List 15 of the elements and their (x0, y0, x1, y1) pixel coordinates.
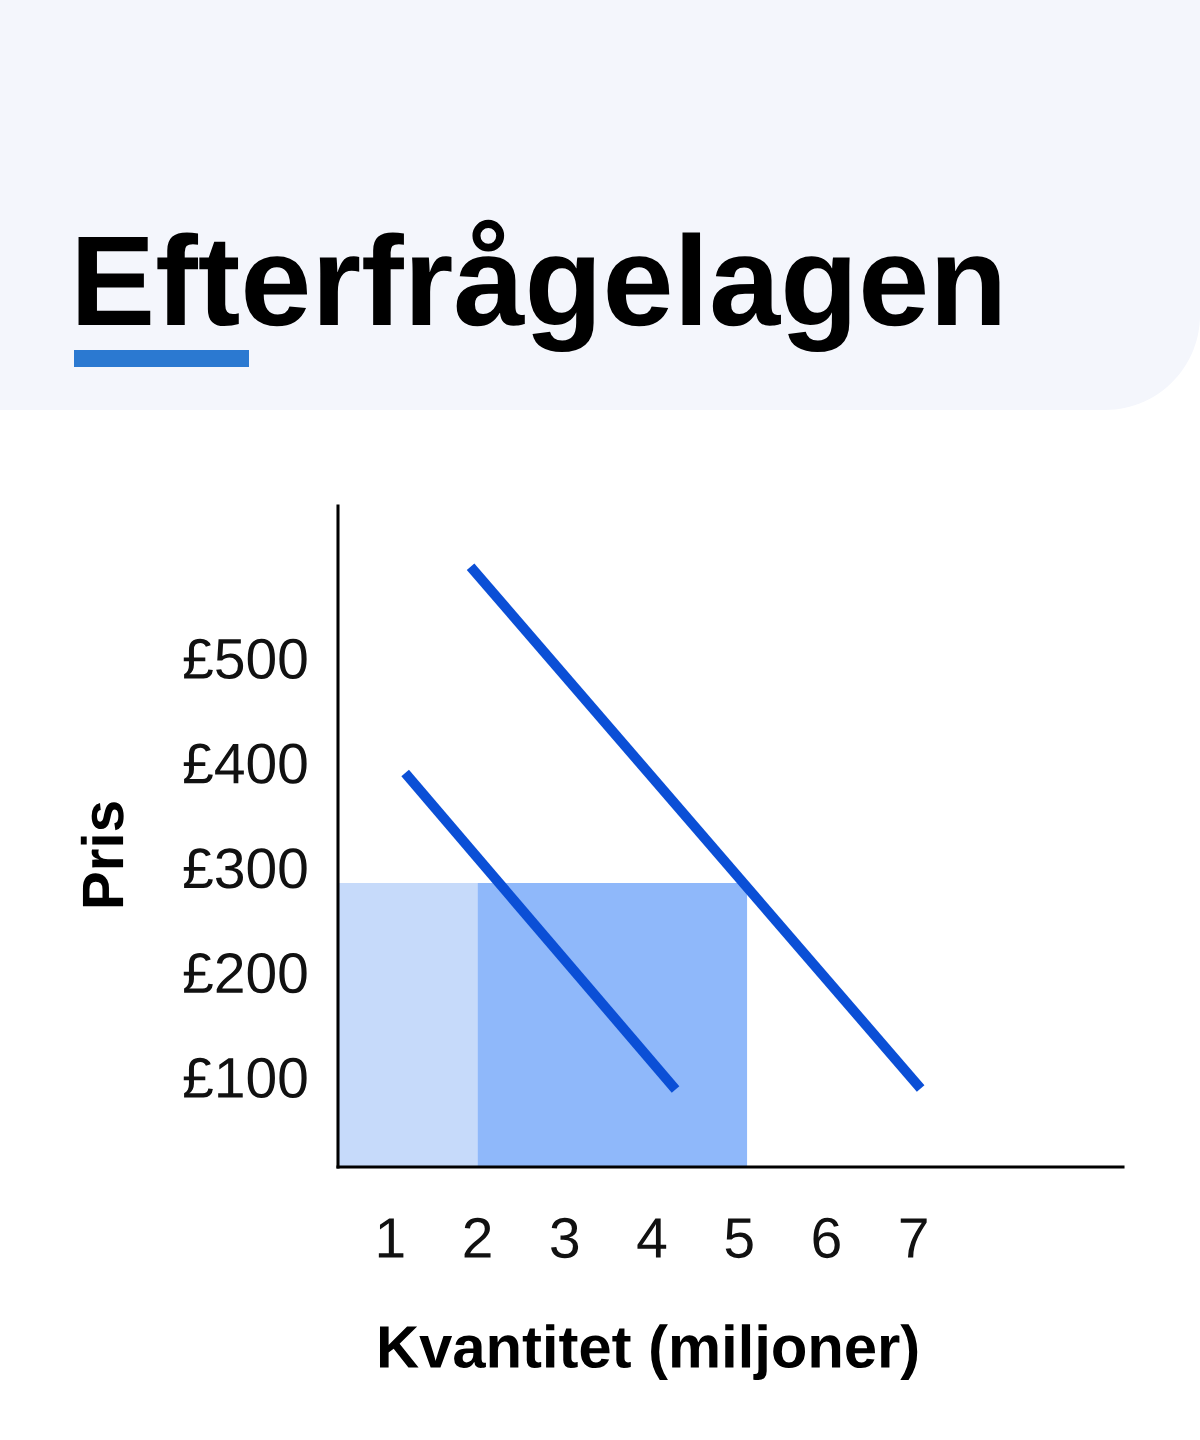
y-tick-label: £500 (183, 638, 307, 680)
x-tick-label: 3 (551, 1217, 579, 1259)
y-tick-label: £100 (183, 1057, 307, 1099)
y-tick-label: £400 (183, 743, 307, 784)
y-axis-title: Pris (80, 802, 124, 907)
chart-title: Efterfrågelagen (78, 219, 1000, 353)
x-tick-label: 5 (725, 1218, 753, 1259)
x-axis-title: Kvantitet (miljoner) (380, 1324, 918, 1380)
x-tick-label: 7 (900, 1218, 927, 1258)
x-tick-label: 6 (813, 1217, 840, 1259)
y-tick-label: £300 (183, 848, 307, 889)
y-tick-label: £200 (183, 953, 307, 994)
x-tick-label: 1 (378, 1218, 404, 1258)
x-tick-label: 2 (464, 1217, 491, 1258)
x-tick-label: 4 (637, 1218, 667, 1258)
